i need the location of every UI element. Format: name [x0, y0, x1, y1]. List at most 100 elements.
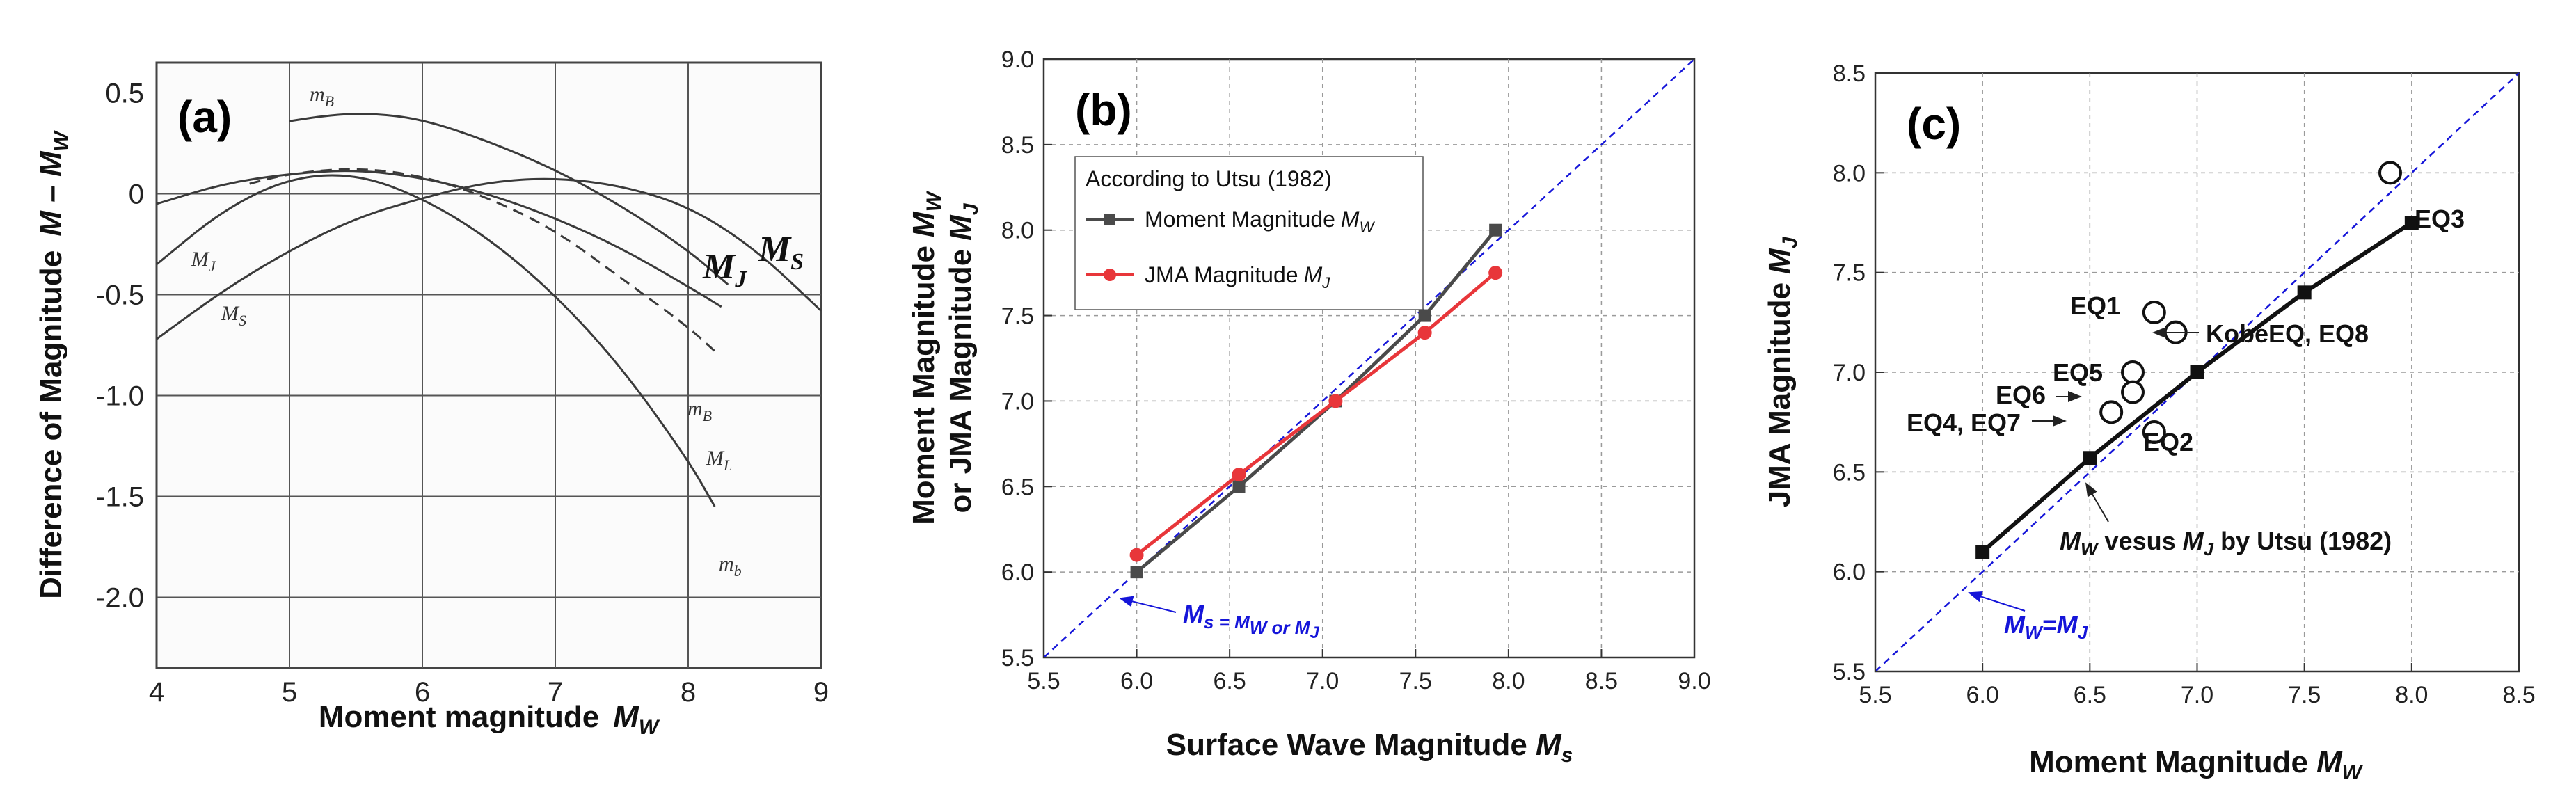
ytick-label: 9.0: [1001, 47, 1034, 73]
legend-box: [1074, 156, 1424, 310]
ytick-label: 7.0: [1833, 360, 1866, 386]
ytick-label: 7.5: [1833, 260, 1866, 287]
a-curve-MS: [156, 177, 822, 340]
legend-moment-label: Moment Magnitude MW: [1145, 207, 1376, 236]
ytick-label: 6.0: [1001, 559, 1034, 586]
panel-a-frame: [155, 61, 822, 669]
c-utsu-point: [2404, 216, 2419, 230]
legend-jma-marker: [1104, 269, 1116, 281]
c-event-marker: [2121, 360, 2145, 384]
panel-a-chart: 0.50-0.5-1.0-1.5-2.04 5 6 7 8 9 (a) mB MJ MS …: [34, 61, 829, 739]
a-label-mb: mb: [719, 552, 742, 580]
a-xtick-label: 8: [681, 677, 696, 708]
a-xtick-label: 9: [813, 677, 829, 708]
a-xtick-label: 5: [282, 677, 297, 708]
panel-b-chart: 5.55.5 6.0 6.0 6.5 6.5 7.0 7.0 7.5 7.5 8.0 8.0 8.5 8…: [907, 47, 1711, 767]
c-y-axis-label: JMA MagnitudeMJ: [1763, 236, 1802, 507]
b-point-jma: [1232, 468, 1246, 482]
a-xtick-label: 4: [149, 677, 164, 708]
c-utsu-label: MW vesus MJ by Utsu (1982): [2060, 527, 2392, 559]
panel-b-letter: (b): [1075, 85, 1132, 135]
legend-moment-marker: [1104, 214, 1115, 225]
c-label-EQ1: EQ1: [2070, 292, 2120, 320]
c-label-EQ3: EQ3: [2415, 205, 2465, 233]
c-event-marker: [2142, 301, 2166, 324]
xtick-label: 5.5: [1027, 668, 1060, 694]
panel-a-curves: [156, 113, 822, 507]
a-label-MS-big: MS: [758, 230, 804, 275]
panel-c-letter: (c): [1907, 99, 1961, 149]
c-event-marker: [2099, 400, 2124, 424]
ytick-label: 5.5: [1833, 659, 1866, 685]
a-curve-ML: [249, 168, 716, 352]
xtick-label: 6.5: [1214, 668, 1246, 694]
c-event-marker: [2142, 420, 2166, 444]
panel-b-series: [1129, 223, 1503, 579]
panel-c-chart: 5.55.5 6.0 6.0 6.5 6.5 7.0 7.0 7.5 7.5 8.0 8.0 8.5 8…: [1763, 61, 2536, 784]
b-point-moment: [1489, 223, 1502, 237]
xtick-label: 7.5: [1399, 668, 1432, 694]
c-event-marker: [2378, 161, 2402, 185]
c-arrow-ref: [1968, 591, 2026, 612]
c-utsu-point: [2190, 365, 2204, 379]
xtick-label: 6.0: [1120, 668, 1153, 694]
xtick-label: 8.0: [2395, 682, 2428, 708]
ytick-label: 6.0: [1833, 559, 1866, 586]
ytick-label: 5.5: [1001, 645, 1034, 671]
b-point-moment: [1418, 309, 1431, 322]
a-label-MJ: MJ: [191, 248, 216, 275]
panel-a-letter: (a): [177, 92, 232, 142]
a-ytick-label: -1.5: [96, 482, 144, 513]
a-ytick-label: 0: [129, 180, 144, 210]
a-ytick-label: -2.0: [96, 583, 144, 614]
a-label-mB: mB: [310, 83, 334, 110]
c-ref-label: MW=MJ: [2004, 610, 2088, 643]
panel-c-series: [1975, 161, 2419, 559]
a-label-mB-end: mB: [687, 397, 712, 424]
a-ytick-label: 0.5: [105, 79, 144, 109]
b-x-axis-label: Surface Wave Magnitude Ms: [1166, 728, 1573, 767]
ytick-label: 8.0: [1001, 218, 1034, 244]
a-label-ML: ML: [706, 447, 732, 474]
a-ytick-label: -1.0: [96, 381, 144, 412]
xtick-label: 7.5: [2288, 682, 2321, 708]
a-y-axis-label: Difference of MagnitudeM – MW: [34, 129, 73, 598]
ytick-label: 8.5: [1833, 61, 1866, 87]
c-label-EQ2: EQ2: [2143, 428, 2193, 456]
c-utsu-point: [2297, 285, 2312, 300]
a-xtick-label: 7: [548, 677, 563, 708]
a-curve-mb: [156, 174, 716, 507]
b-point-moment: [1130, 566, 1143, 579]
b-point-moment: [1232, 480, 1246, 493]
xtick-label: 6.0: [1966, 682, 1999, 708]
b-point-jma: [1417, 326, 1432, 340]
a-curve-mB: [289, 113, 729, 286]
c-arrow-utsu: [2085, 482, 2109, 523]
legend-jma-label: JMA Magnitude MJ: [1145, 262, 1330, 292]
ytick-label: 7.5: [1001, 303, 1034, 330]
b-ref-label: Ms = MW or MJ: [1183, 600, 1319, 642]
b-point-jma: [1488, 266, 1503, 280]
xtick-label: 7.0: [2181, 682, 2213, 708]
xtick-label: 7.0: [1306, 668, 1339, 694]
legend-title: According to Utsu (1982): [1086, 166, 1332, 191]
ytick-label: 7.0: [1001, 388, 1034, 415]
a-label-MS: MS: [221, 302, 246, 329]
a-xtick-label: 6: [415, 677, 430, 708]
a-label-MJ-big: MJ: [702, 247, 747, 292]
a-ytick-label: -0.5: [96, 280, 144, 311]
c-x-axis-label: Moment Magnitude MW: [2029, 745, 2364, 784]
panel-b-legend: According to Utsu (1982) Moment Magnitud…: [1074, 156, 1424, 310]
panel-a-ticks: 0.5 0 -0.5 -1.0 -1.5 -2.0 4 5 6 7 8 9: [96, 79, 829, 708]
ytick-label: 6.5: [1833, 459, 1866, 486]
ytick-label: 8.0: [1833, 160, 1866, 186]
c-label-EQ6: EQ6: [1996, 381, 2046, 409]
c-label-EQ5: EQ5: [2053, 358, 2103, 387]
panel-c-ticks: 5.55.5 6.0 6.0 6.5 6.5 7.0 7.0 7.5 7.5 8.0 8.0 8.5 8…: [1833, 61, 2536, 708]
b-point-jma: [1129, 548, 1144, 562]
xtick-label: 9.0: [1678, 668, 1710, 694]
xtick-label: 8.0: [1492, 668, 1525, 694]
xtick-label: 6.5: [2074, 682, 2106, 708]
c-label-kobe: KobeEQ, EQ8: [2206, 319, 2369, 348]
